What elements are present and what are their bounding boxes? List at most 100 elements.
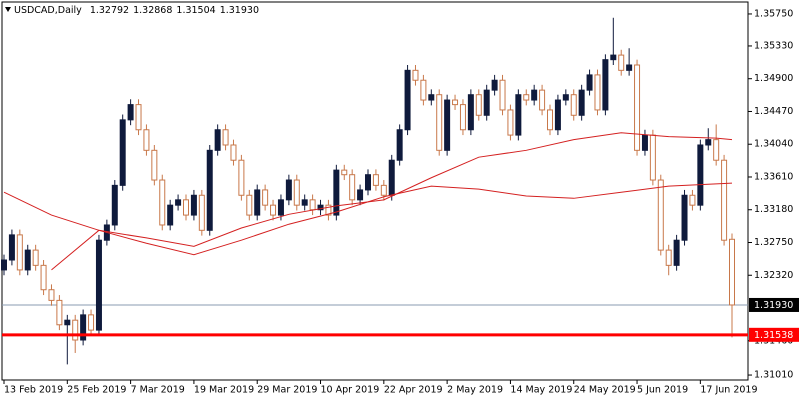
candle-body [349, 174, 356, 201]
candle-body [554, 99, 561, 131]
y-tick-label: 1.31010 [754, 370, 793, 381]
candle-body [689, 194, 696, 206]
candle-body [111, 184, 118, 226]
candle-body [333, 169, 340, 216]
candle-body [222, 129, 229, 146]
candles [1, 17, 735, 365]
candle-body [618, 54, 625, 71]
y-tick-label: 1.35330 [754, 40, 793, 51]
candle-body [341, 169, 348, 176]
ohlc-value: 1.32792 [90, 5, 129, 16]
y-tick-label: 1.32320 [754, 270, 793, 281]
candle-body [634, 64, 641, 151]
candle-body [705, 139, 712, 146]
candle-body [190, 194, 197, 216]
candle-body [95, 239, 102, 331]
moving-average [51, 132, 733, 271]
menu-arrow [5, 7, 11, 12]
candle-body [729, 238, 735, 306]
level-label: 1.31538 [754, 330, 793, 341]
candle-body [475, 94, 482, 116]
candle-body [459, 104, 466, 131]
candle-body [713, 139, 720, 161]
candle-body [372, 174, 379, 186]
candle-body [230, 144, 237, 161]
candle-body [452, 99, 459, 106]
candle-body [467, 94, 474, 131]
x-tick-label: 29 Mar 2019 [257, 385, 317, 396]
y-tick-label: 1.32750 [754, 237, 793, 248]
candle-body [317, 204, 324, 211]
x-tick-label: 7 Mar 2019 [131, 385, 185, 396]
plot-border [1, 1, 749, 381]
candle-body [159, 179, 166, 226]
candle-body [238, 159, 245, 196]
candle-body [127, 104, 134, 121]
x-tick-label: 5 Jun 2019 [637, 385, 688, 396]
x-tick-label: 24 May 2019 [574, 385, 636, 396]
candle-body [641, 134, 648, 151]
level-label-box [749, 327, 799, 342]
candle-body [206, 149, 213, 231]
candle-body [301, 199, 308, 206]
candle-body [365, 174, 371, 191]
candle-body [72, 319, 79, 341]
candle-body [119, 119, 126, 186]
candle-body [483, 89, 490, 116]
candle-body [586, 74, 593, 91]
candle-body [412, 69, 419, 81]
y-tick-label: 1.33180 [754, 204, 793, 215]
y-tick-label: 1.33610 [754, 171, 793, 182]
symbol-title: USDCAD,Daily [14, 5, 82, 16]
candle-body [309, 199, 316, 211]
candle-body [594, 74, 601, 111]
y-tick-label: 1.35750 [754, 8, 793, 19]
candle-body [143, 129, 150, 151]
candle-body [539, 89, 546, 111]
candle-body [56, 299, 63, 326]
candle-body [697, 144, 704, 206]
candle-body [388, 159, 395, 196]
bid-label-box [749, 297, 799, 312]
x-tick-label: 10 Apr 2019 [321, 385, 380, 396]
candle-body [396, 129, 403, 161]
candle-body [420, 79, 427, 101]
candle-body [325, 204, 332, 216]
moving-average [3, 182, 733, 256]
candle-body [183, 199, 189, 216]
x-tick-label: 14 May 2019 [510, 385, 572, 396]
candle-body [531, 89, 538, 101]
candle-body [444, 99, 451, 151]
ohlc-value: 1.31930 [220, 5, 259, 16]
candle-body [24, 249, 31, 271]
candle-body [428, 94, 435, 101]
y-tick-label: 1.34040 [754, 139, 793, 150]
candle-body [214, 129, 221, 151]
candle-body [80, 314, 87, 341]
candle-body [88, 314, 95, 331]
candle-body [602, 59, 609, 111]
candle-body [673, 239, 680, 266]
candle-body [64, 319, 71, 326]
candle-body [681, 194, 688, 241]
candle-body [8, 234, 15, 261]
candle-body [523, 94, 530, 101]
ohlc-value: 1.32868 [133, 5, 172, 16]
candle-body [135, 104, 142, 131]
candle-body [285, 179, 292, 201]
candle-body [151, 149, 158, 181]
x-tick-label: 25 Feb 2019 [67, 385, 126, 396]
y-tick-label: 1.34470 [754, 106, 793, 117]
candle-body [40, 264, 47, 291]
candle-body [175, 199, 182, 206]
candle-body [562, 94, 569, 101]
candle-body [357, 189, 364, 201]
candle-body [198, 194, 205, 231]
x-tick-label: 17 Jun 2019 [700, 385, 757, 396]
candle-body [610, 54, 617, 61]
candle-body [657, 179, 664, 251]
candle-body [270, 204, 277, 216]
candle-body [499, 79, 506, 111]
